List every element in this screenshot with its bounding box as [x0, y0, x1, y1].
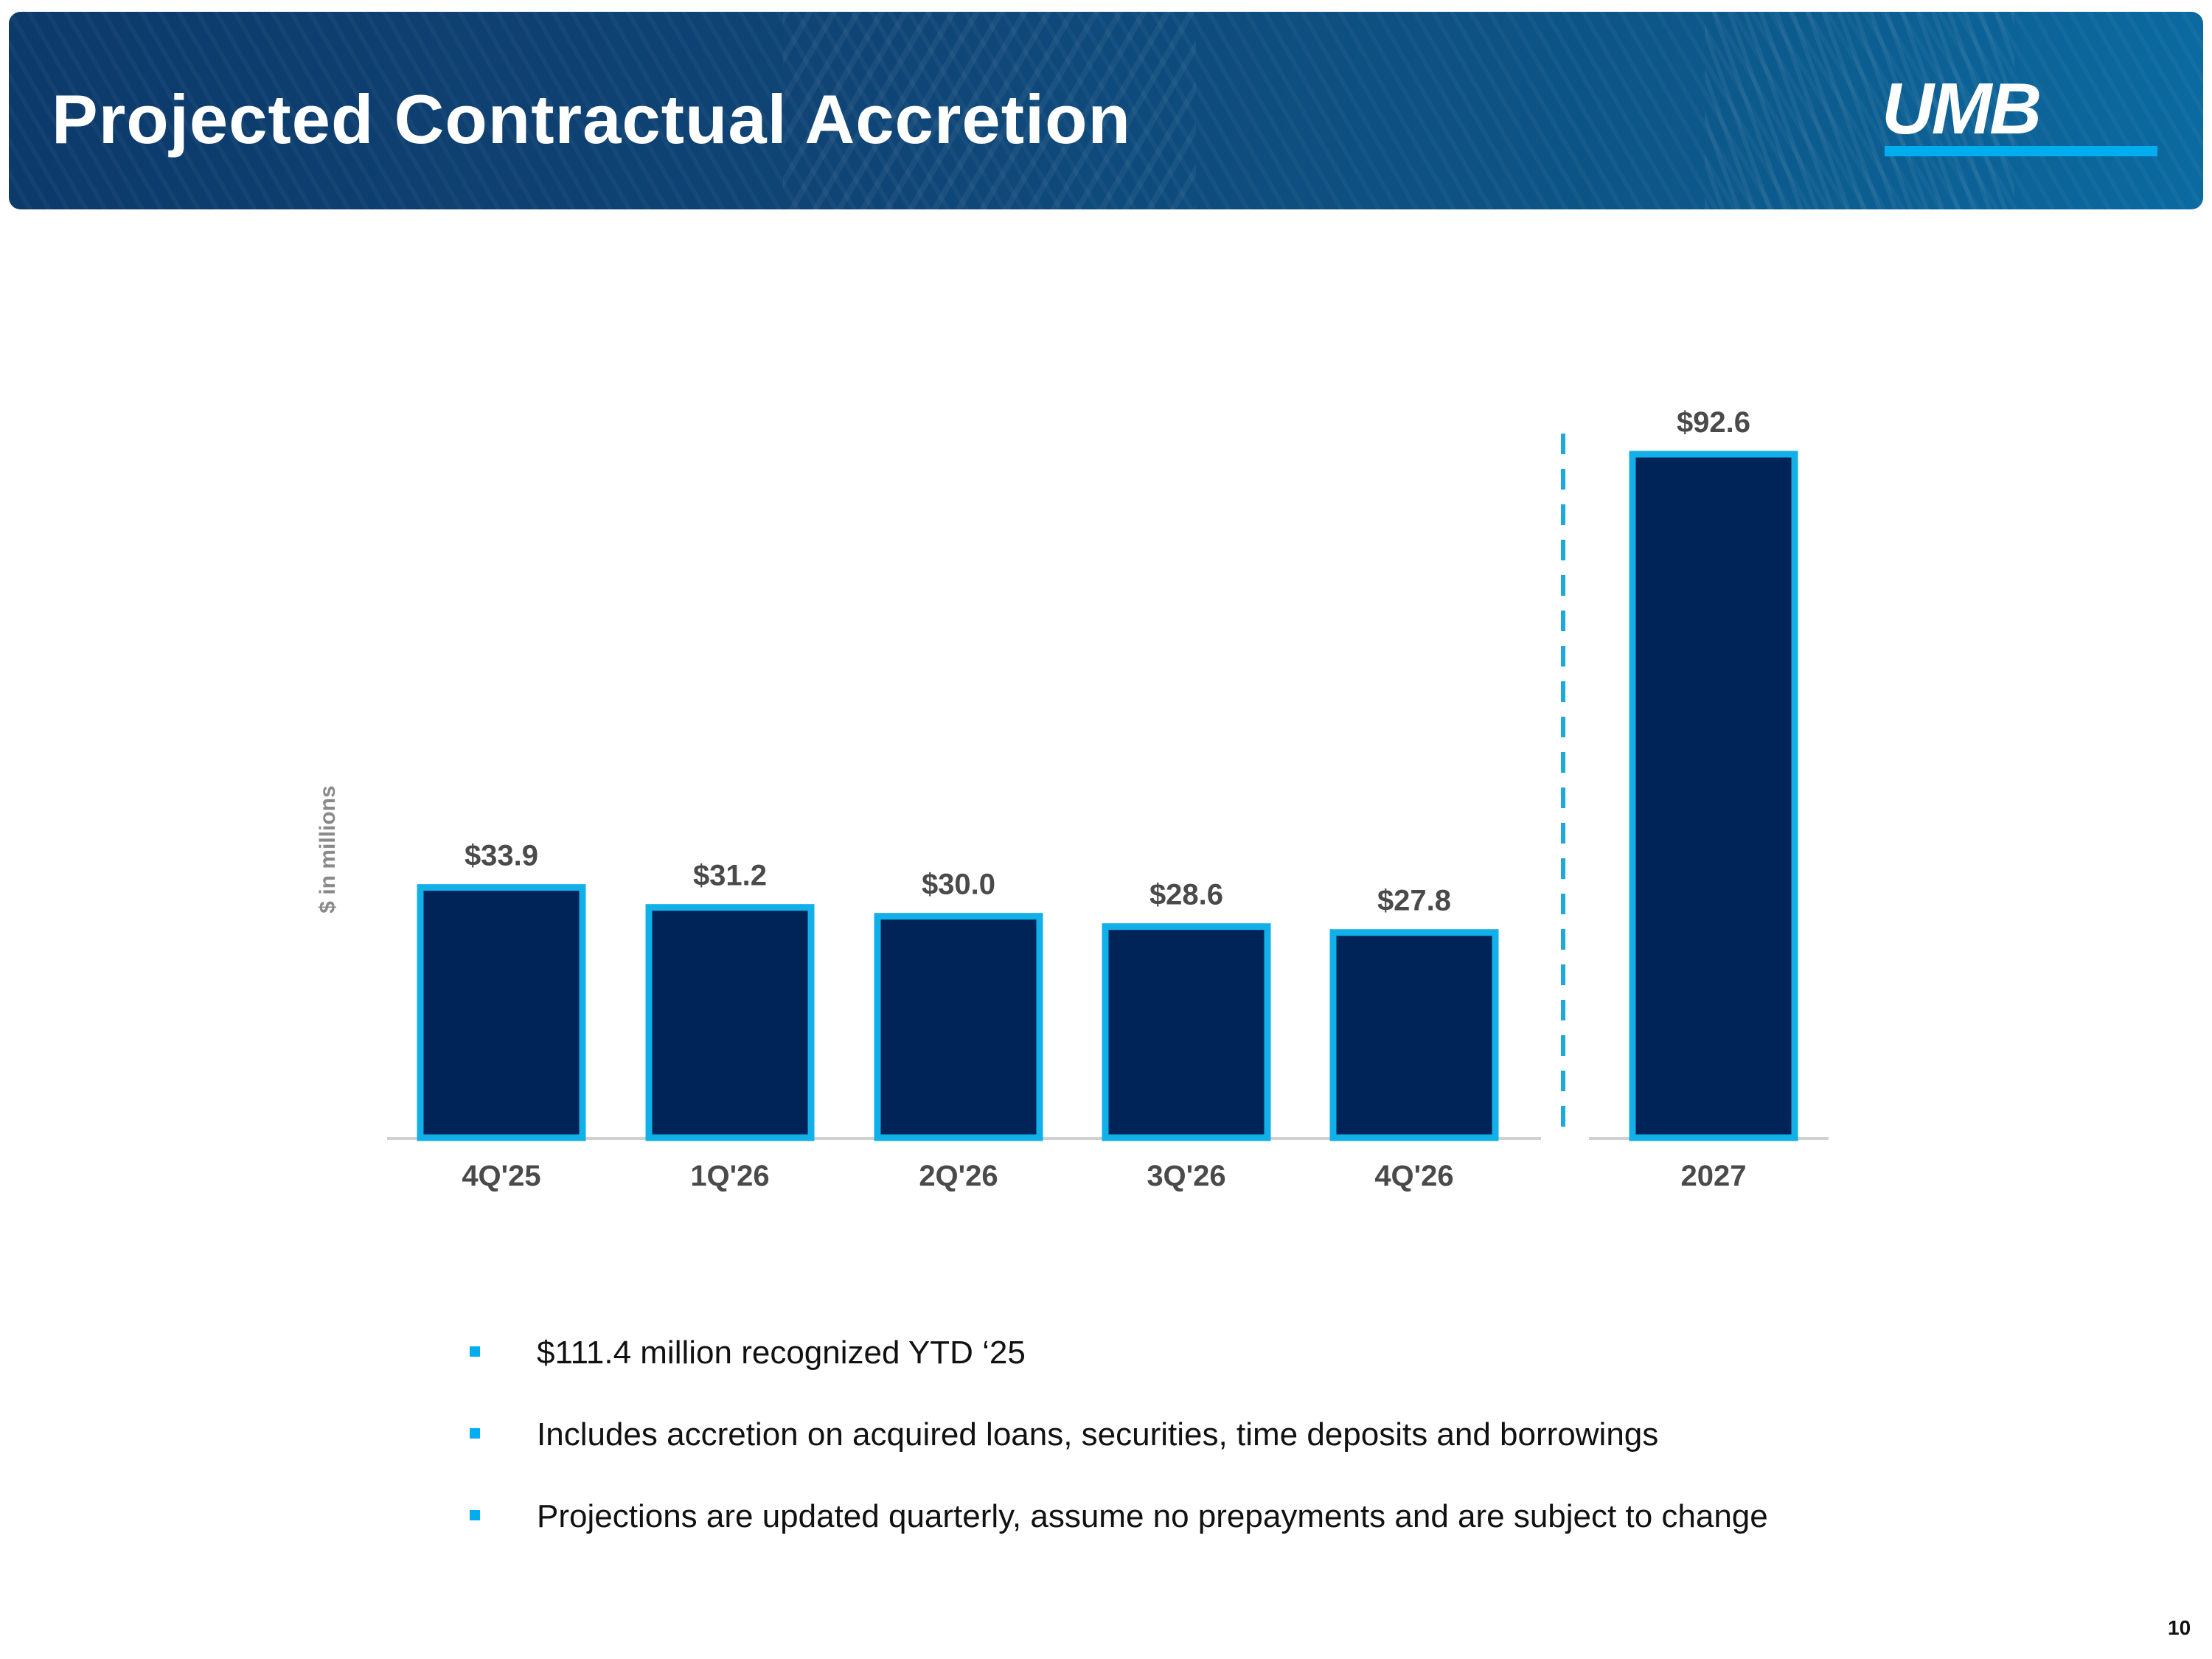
x-tick-label: 4Q'25 — [462, 1160, 540, 1192]
page-number: 10 — [2168, 1616, 2191, 1639]
page-title: Projected Contractual Accretion — [52, 80, 1131, 158]
bullet-text: Projections are updated quarterly, assum… — [537, 1498, 1768, 1534]
header-pattern-accent — [783, 12, 1196, 209]
bar-chart: $33.9 4Q'25 $31.2 1Q'26 $30.0 2Q'26 $28.6 3Q'26… — [316, 406, 1829, 1192]
data-label: $92.6 — [1677, 406, 1750, 439]
bar — [1329, 929, 1499, 1141]
bullet-square-icon — [470, 1428, 480, 1439]
x-tick-label: 2027 — [1681, 1160, 1747, 1192]
data-label: $27.8 — [1377, 885, 1451, 917]
bullet-square-icon — [470, 1346, 480, 1357]
bar — [417, 884, 586, 1141]
umb-logo: UMB — [1882, 72, 2162, 156]
data-label: $33.9 — [465, 840, 538, 872]
bar — [874, 913, 1043, 1141]
header-pattern — [9, 12, 2203, 209]
header-pattern-accent-right — [1705, 12, 2014, 209]
data-label: $30.0 — [922, 869, 995, 901]
bar — [645, 904, 815, 1141]
bullet-square-icon — [470, 1510, 480, 1520]
x-tick-label: 4Q'26 — [1374, 1160, 1453, 1192]
x-tick-label: 2Q'26 — [919, 1160, 998, 1192]
logo-text: UMB — [1882, 68, 2042, 149]
header-banner: Projected Contractual Accretion UMB — [9, 12, 2203, 209]
bullet-text: Includes accretion on acquired loans, se… — [537, 1416, 1659, 1453]
bars-layer: $33.9 4Q'25 $31.2 1Q'26 $30.0 2Q'26 $28.6 3Q'26… — [316, 406, 1829, 1192]
bullet-text: $111.4 million recognized YTD ‘25 — [537, 1335, 1026, 1371]
bar — [1629, 451, 1798, 1141]
y-axis-label: $ in millions — [316, 785, 340, 913]
bar — [1102, 923, 1271, 1141]
x-tick-label: 3Q'26 — [1147, 1160, 1225, 1192]
logo-underline — [1885, 146, 2157, 156]
data-label: $31.2 — [693, 860, 767, 892]
data-label: $28.6 — [1150, 879, 1223, 911]
x-tick-label: 1Q'26 — [690, 1160, 769, 1192]
